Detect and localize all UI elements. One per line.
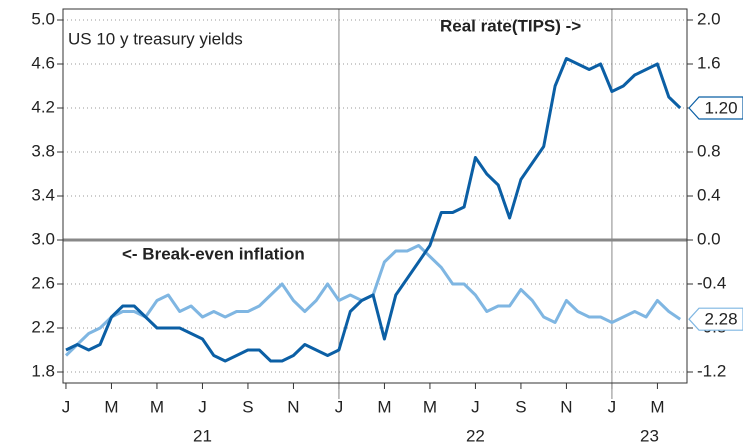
y-tick-label: 1.8 [31, 361, 55, 380]
x-tick-label: S [242, 397, 253, 416]
y-tick-label: 3.0 [31, 229, 55, 248]
end-label: 1.20 [704, 98, 737, 117]
y-tick-label: 2.6 [31, 273, 55, 292]
annotation: Real rate(TIPS) -> [440, 16, 581, 35]
end-label: 2.28 [704, 310, 737, 329]
x-tick-label: J [62, 397, 71, 416]
y-tick-label: 3.8 [31, 141, 55, 160]
y-tick-label: 4.2 [31, 97, 55, 116]
plot-frame [62, 8, 688, 384]
y2-tick-label: 0.0 [697, 229, 721, 248]
x-tick-label: J [471, 397, 480, 416]
y2-tick-label: 0.8 [697, 141, 721, 160]
y-tick-label: 4.6 [31, 53, 55, 72]
y2-tick-label: 0.4 [697, 185, 721, 204]
x-tick-label: N [287, 397, 299, 416]
series-line [65, 57, 682, 363]
annotation: <- Break-even inflation [122, 244, 305, 263]
y2-tick-label: 2.0 [697, 9, 721, 28]
x-tick-label: M [650, 397, 664, 416]
year-label: 22 [466, 426, 485, 445]
end-label-box [688, 96, 743, 120]
y-tick-label: 2.2 [31, 317, 55, 336]
x-tick-label: J [335, 397, 344, 416]
y-tick-label: 3.4 [31, 185, 55, 204]
x-tick-label: M [104, 397, 118, 416]
x-tick-label: M [423, 397, 437, 416]
x-tick-label: M [377, 397, 391, 416]
y2-tick-label: 1.6 [697, 53, 721, 72]
y2-tick-label: -0.4 [697, 273, 726, 292]
chart-title: US 10 y treasury yields [68, 29, 243, 48]
x-tick-label: N [560, 397, 572, 416]
year-label: 23 [640, 426, 659, 445]
x-tick-label: J [608, 397, 617, 416]
y2-tick-label: -1.2 [697, 361, 726, 380]
end-label-box [688, 307, 743, 331]
year-label: 21 [193, 426, 212, 445]
x-tick-label: J [198, 397, 207, 416]
x-tick-label: M [150, 397, 164, 416]
x-tick-label: S [515, 397, 526, 416]
y-tick-label: 5.0 [31, 9, 55, 28]
